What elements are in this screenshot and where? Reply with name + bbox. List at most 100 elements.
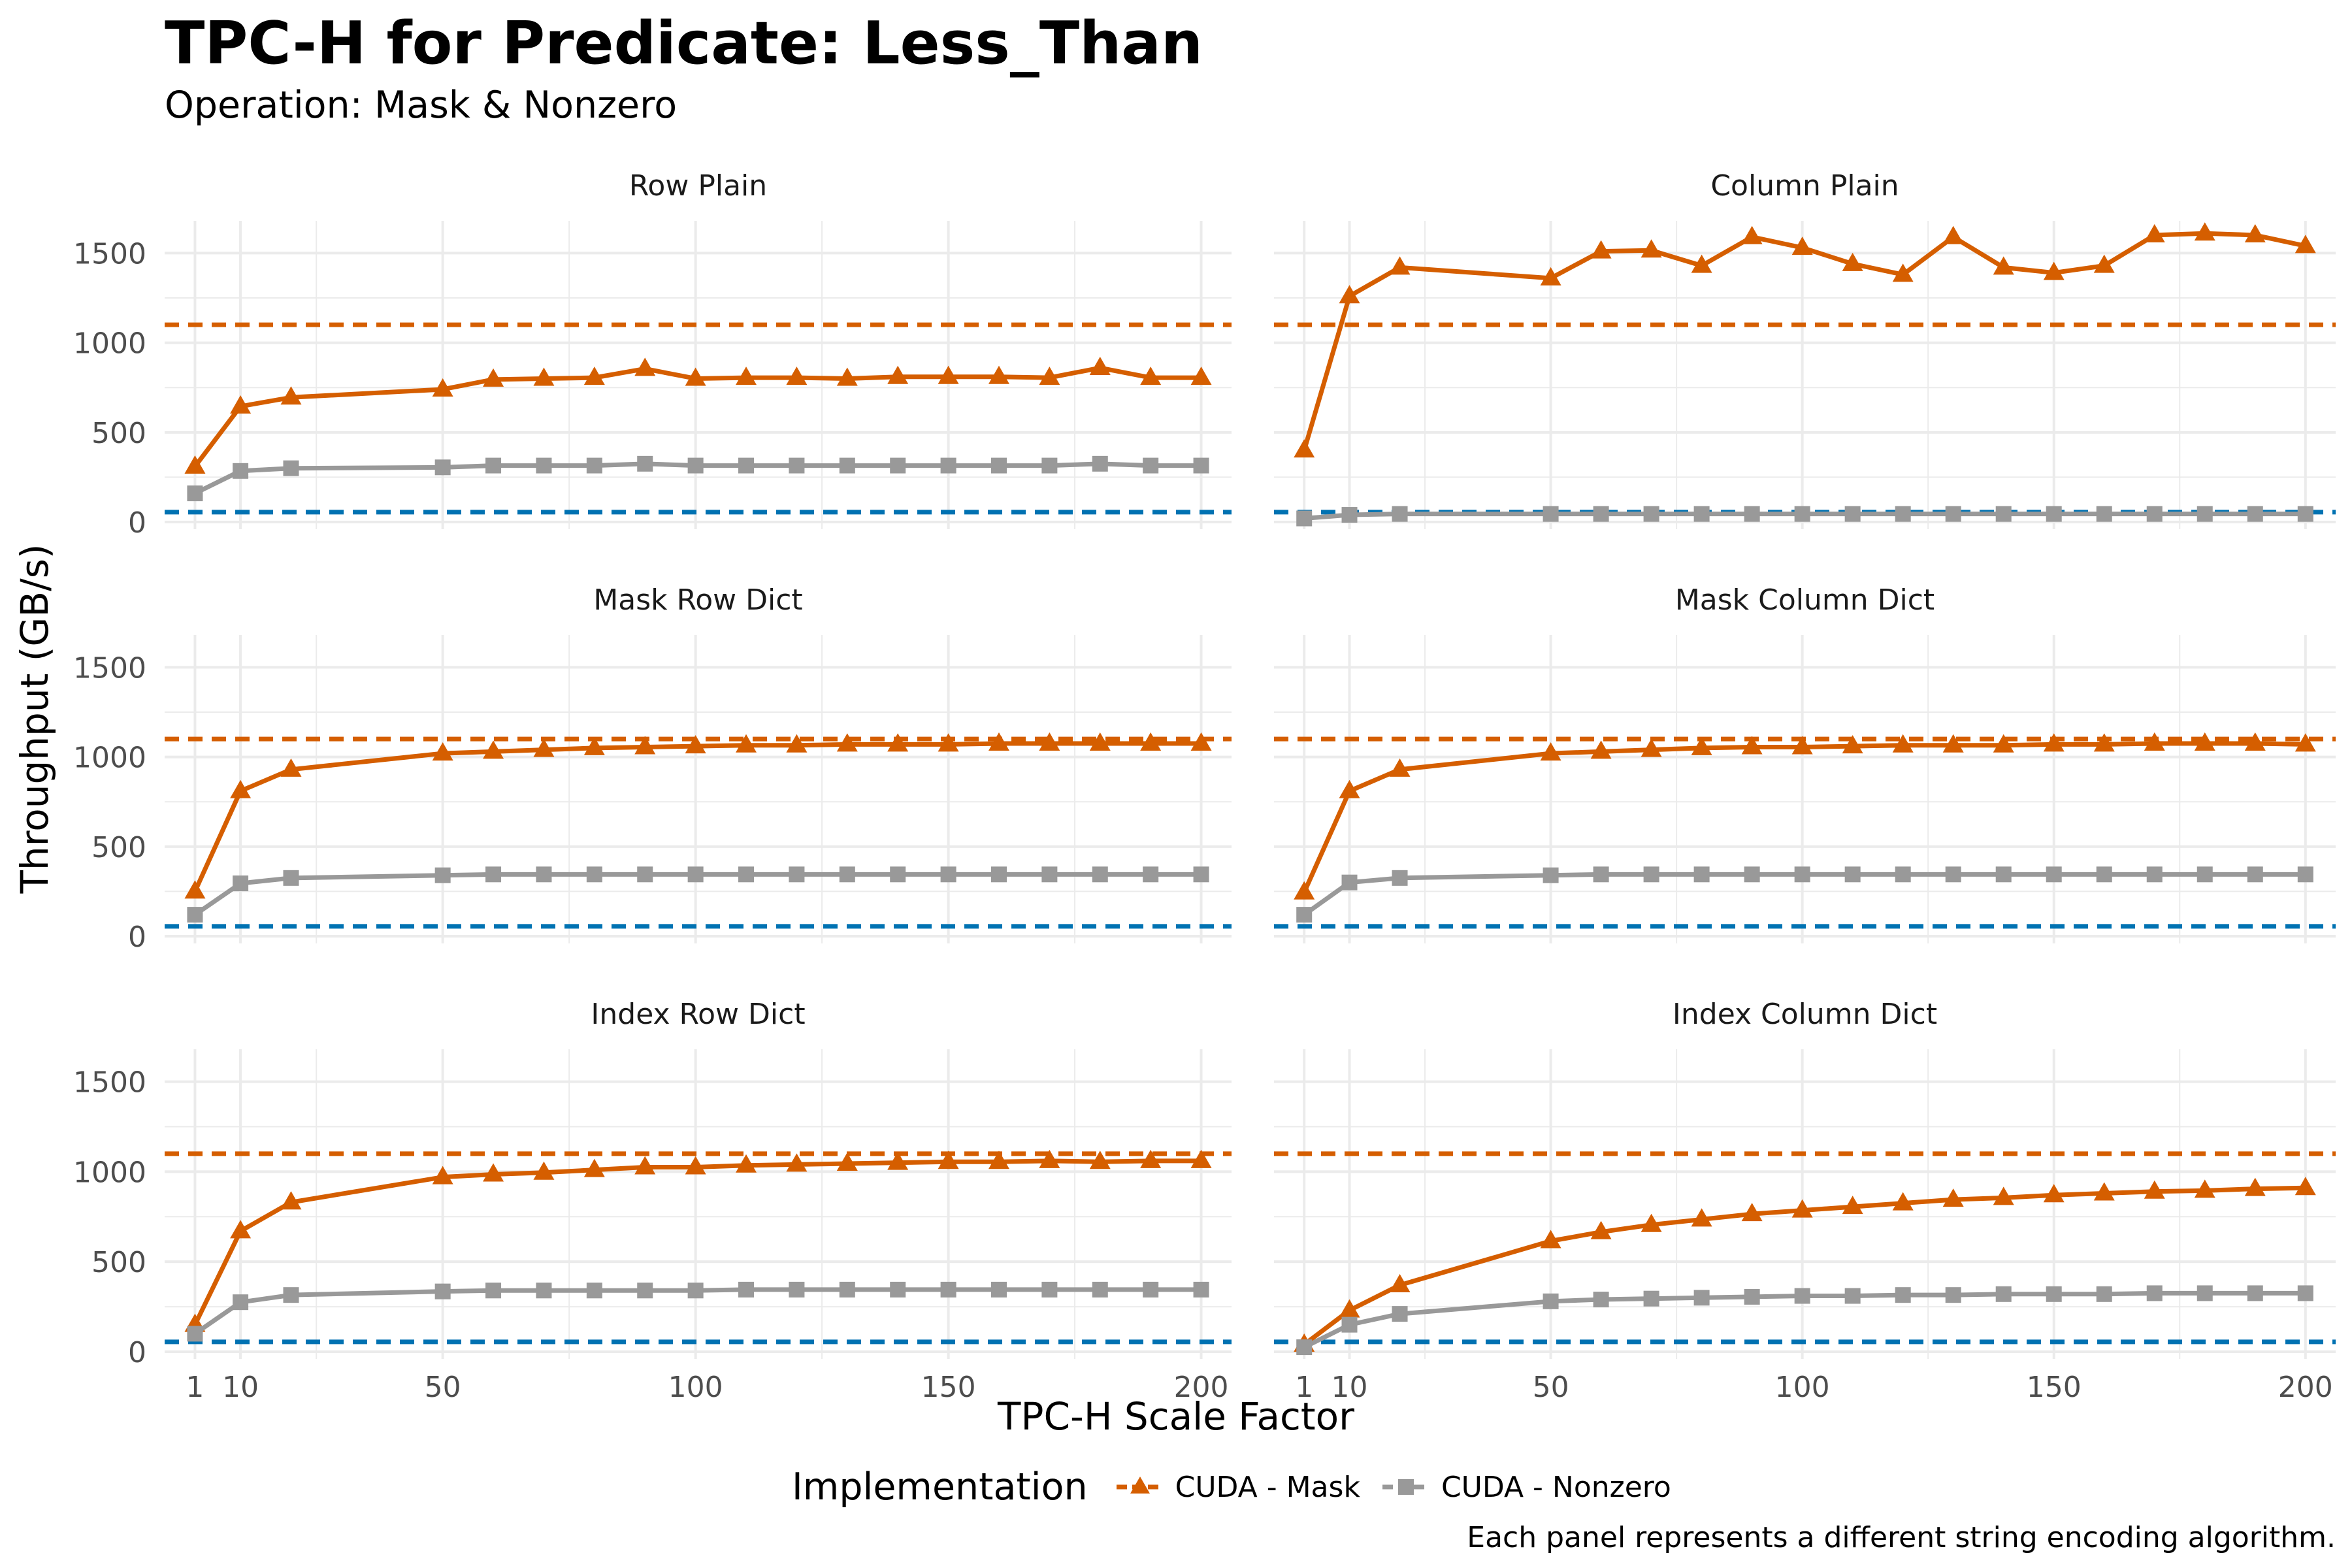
data-point-nonzero bbox=[1543, 506, 1559, 522]
legend-title: Implementation bbox=[792, 1465, 1088, 1509]
data-point-mask bbox=[1691, 736, 1712, 755]
data-point-nonzero bbox=[1895, 506, 1911, 522]
data-point-mask bbox=[1590, 240, 1612, 259]
data-point-mask bbox=[887, 733, 909, 752]
data-point-nonzero bbox=[2297, 866, 2313, 883]
legend-item-nonzero: CUDA - Nonzero bbox=[1380, 1467, 1671, 1507]
data-point-nonzero bbox=[839, 866, 855, 883]
data-point-mask bbox=[887, 365, 909, 384]
data-point-mask bbox=[2093, 1182, 2115, 1201]
data-point-nonzero bbox=[2297, 506, 2313, 522]
data-point-nonzero bbox=[187, 1326, 203, 1342]
data-point-nonzero bbox=[738, 866, 755, 883]
y-tick-label: 1000 bbox=[73, 742, 146, 775]
y-tick-label: 500 bbox=[91, 831, 146, 864]
data-point-nonzero bbox=[1543, 1293, 1559, 1309]
data-point-mask bbox=[2043, 261, 2065, 280]
data-point-nonzero bbox=[1593, 866, 1609, 883]
data-point-nonzero bbox=[637, 1282, 653, 1299]
panel-3: Mask Column Dict bbox=[1274, 583, 2336, 943]
triangle-marker-icon bbox=[1116, 1477, 1164, 1494]
x-tick-label: 150 bbox=[921, 1371, 976, 1404]
data-point-mask bbox=[1540, 267, 1561, 286]
data-point-mask bbox=[1389, 758, 1411, 777]
data-point-nonzero bbox=[2197, 866, 2213, 883]
legend-label-nonzero: CUDA - Nonzero bbox=[1441, 1470, 1671, 1504]
data-point-nonzero bbox=[940, 866, 956, 883]
data-point-mask bbox=[1590, 740, 1612, 759]
data-point-mask bbox=[2295, 1177, 2316, 1196]
data-point-nonzero bbox=[2247, 506, 2263, 522]
data-point-mask bbox=[786, 367, 808, 385]
data-point-mask bbox=[1089, 1151, 1111, 1169]
data-point-nonzero bbox=[187, 485, 203, 502]
x-axis-label: TPC-H Scale Factor bbox=[998, 1394, 1354, 1439]
data-point-mask bbox=[634, 357, 656, 376]
y-tick-label: 1000 bbox=[73, 1156, 146, 1189]
data-point-nonzero bbox=[1744, 506, 1760, 522]
data-point-nonzero bbox=[2046, 866, 2062, 883]
data-point-mask bbox=[1993, 734, 2014, 753]
data-point-nonzero bbox=[2146, 1285, 2163, 1301]
data-point-nonzero bbox=[1341, 1316, 1358, 1333]
data-point-nonzero bbox=[1844, 866, 1861, 883]
data-point-mask bbox=[533, 367, 555, 386]
data-point-mask bbox=[836, 733, 858, 752]
data-point-nonzero bbox=[637, 866, 653, 883]
data-point-nonzero bbox=[1041, 457, 1058, 474]
y-tick-label: 0 bbox=[128, 921, 146, 954]
panel-0: Row Plain 0 500 1000 1500 bbox=[73, 169, 1232, 540]
panel-2: Mask Row Dict 0 500 1000 1500 bbox=[73, 583, 1232, 954]
data-point-mask bbox=[1039, 1149, 1060, 1168]
data-point-mask bbox=[184, 880, 206, 899]
data-point-mask bbox=[583, 1158, 605, 1177]
data-point-mask bbox=[1791, 1199, 1813, 1218]
data-point-nonzero bbox=[1945, 866, 1961, 883]
data-point-nonzero bbox=[890, 457, 906, 474]
data-point-mask bbox=[1339, 1299, 1360, 1318]
data-point-nonzero bbox=[1643, 506, 1659, 522]
data-point-mask bbox=[2043, 1184, 2065, 1203]
data-point-nonzero bbox=[990, 457, 1007, 474]
y-tick-label: 500 bbox=[91, 417, 146, 450]
data-point-mask bbox=[1140, 732, 1162, 751]
data-point-nonzero bbox=[2197, 1285, 2213, 1301]
data-point-nonzero bbox=[1995, 1286, 2012, 1302]
data-point-nonzero bbox=[1593, 1292, 1609, 1308]
data-point-mask bbox=[1791, 237, 1813, 255]
data-point-nonzero bbox=[1844, 506, 1861, 522]
data-point-nonzero bbox=[738, 457, 755, 474]
data-point-mask bbox=[1339, 285, 1360, 304]
data-point-nonzero bbox=[1392, 506, 1408, 522]
data-point-nonzero bbox=[233, 1294, 249, 1311]
data-point-mask bbox=[887, 1151, 909, 1170]
chart-subtitle: Operation: Mask & Nonzero bbox=[165, 84, 678, 127]
data-point-nonzero bbox=[1945, 506, 1961, 522]
data-point-nonzero bbox=[1995, 506, 2012, 522]
data-point-nonzero bbox=[1143, 457, 1159, 474]
x-tick-label: 50 bbox=[1533, 1371, 1569, 1404]
data-point-mask bbox=[230, 395, 252, 414]
data-point-mask bbox=[1942, 1188, 1964, 1207]
data-point-nonzero bbox=[1041, 866, 1058, 883]
data-point-mask bbox=[736, 1154, 757, 1173]
data-point-mask bbox=[988, 1151, 1009, 1169]
data-point-mask bbox=[2295, 235, 2316, 253]
data-point-mask bbox=[2194, 1179, 2215, 1198]
data-point-nonzero bbox=[485, 866, 502, 883]
data-point-mask bbox=[2244, 223, 2266, 242]
data-point-nonzero bbox=[1193, 457, 1209, 474]
data-point-mask bbox=[533, 1161, 555, 1180]
data-point-nonzero bbox=[2096, 866, 2112, 883]
data-point-nonzero bbox=[1296, 1339, 1313, 1356]
data-point-nonzero bbox=[1341, 874, 1358, 890]
y-tick-label: 0 bbox=[128, 1336, 146, 1369]
y-tick-label: 1500 bbox=[73, 237, 146, 270]
data-point-nonzero bbox=[1341, 507, 1358, 523]
y-axis-label: Throughput (GB/s) bbox=[12, 544, 57, 894]
data-point-nonzero bbox=[283, 870, 299, 886]
data-point-mask bbox=[1741, 736, 1763, 755]
data-point-mask bbox=[1892, 1192, 1914, 1211]
data-point-nonzero bbox=[839, 1281, 855, 1298]
data-point-mask bbox=[938, 365, 959, 384]
